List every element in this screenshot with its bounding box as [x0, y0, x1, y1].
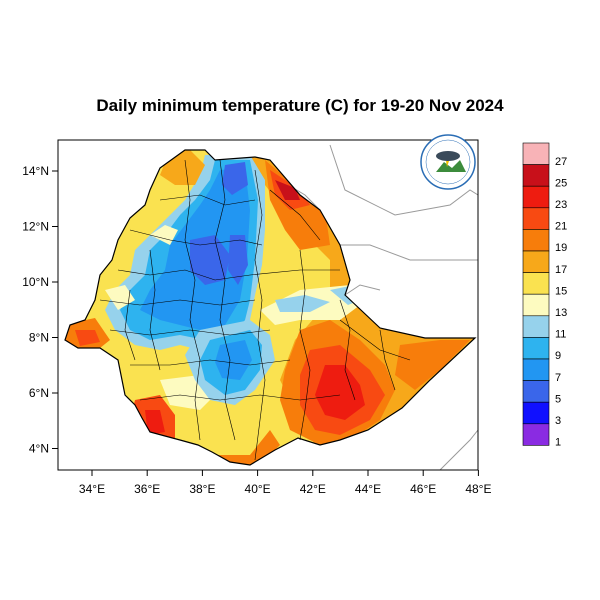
colorbar-swatch: [522, 229, 550, 252]
colorbar-label: 23: [555, 199, 567, 211]
colorbar-swatch: [522, 337, 550, 360]
colorbar-label: 13: [555, 307, 567, 319]
lat-tick-label: 10°N: [22, 275, 49, 289]
colorbar-swatch: [522, 142, 550, 165]
plot-frame: [57, 139, 479, 471]
colorbar-swatch: [522, 207, 550, 230]
lon-tick-label: 48°E: [465, 482, 491, 496]
lat-tick-label: 12°N: [22, 220, 49, 234]
colorbar-label: 19: [555, 242, 567, 254]
latitude-axis: 14°N 12°N 10°N 8°N 6°N 4°N: [22, 164, 58, 456]
lat-tick-label: 8°N: [29, 331, 49, 345]
colorbar-label: 17: [555, 264, 567, 276]
admin-boundaries: [99, 159, 411, 461]
lon-tick-label: 40°E: [245, 482, 271, 496]
colorbar-label: 5: [555, 393, 561, 405]
lon-tick-label: 46°E: [410, 482, 436, 496]
colorbar-label: 21: [555, 221, 567, 233]
lon-tick-label: 42°E: [300, 482, 326, 496]
colorbar: 27 25 23 21 19 17 15 13 11 9 7 5 3 1: [522, 142, 567, 449]
colorbar-swatch: [522, 315, 550, 338]
lat-tick-label: 14°N: [22, 164, 49, 178]
map-title: Daily minimum temperature (C) for 19-20 …: [96, 96, 504, 115]
colorbar-label: 15: [555, 285, 567, 297]
colorbar-label: 11: [555, 329, 566, 341]
colorbar-label: 25: [555, 177, 567, 189]
longitude-axis: 34°E 36°E 38°E 40°E 42°E 44°E 46°E 48°E: [79, 470, 491, 496]
colorbar-label: 27: [555, 156, 567, 168]
lon-tick-label: 44°E: [355, 482, 381, 496]
colorbar-label: 9: [555, 350, 561, 362]
colorbar-swatch: [522, 380, 550, 403]
lat-tick-label: 4°N: [29, 442, 49, 456]
lon-tick-label: 38°E: [189, 482, 215, 496]
lat-tick-label: 6°N: [29, 386, 49, 400]
lon-tick-label: 36°E: [134, 482, 160, 496]
colorbar-label: 3: [555, 415, 561, 427]
colorbar-swatch: [522, 401, 550, 425]
ethiopia-border: [64, 149, 477, 466]
ethiopia-meteorology-institute-logo: [420, 134, 476, 190]
colorbar-swatch: [522, 293, 550, 317]
colorbar-swatch: [522, 164, 550, 187]
colorbar-swatch: [522, 272, 550, 295]
colorbar-swatch: [522, 250, 550, 273]
lon-tick-label: 34°E: [79, 482, 105, 496]
colorbar-swatch: [522, 185, 550, 209]
temperature-field: [65, 150, 475, 465]
colorbar-label: 7: [555, 372, 561, 384]
colorbar-swatch: [522, 358, 550, 381]
colorbar-label: 1: [555, 437, 561, 449]
colorbar-swatch: [522, 423, 550, 446]
